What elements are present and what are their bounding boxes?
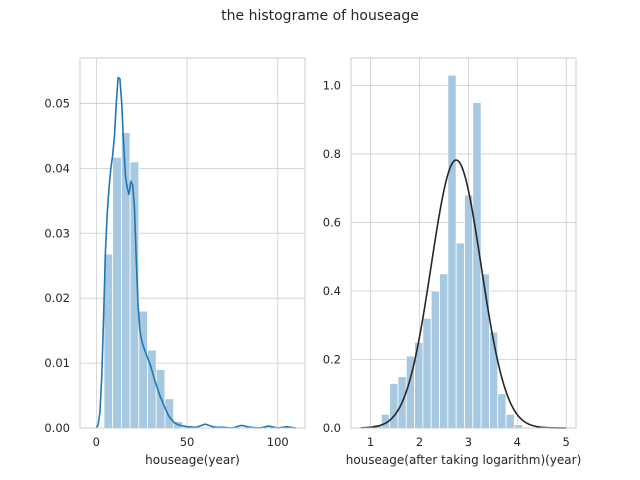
x-tick-label: 1 xyxy=(367,435,374,449)
histogram-bar xyxy=(497,393,507,429)
y-tick-label: 0.8 xyxy=(323,147,341,161)
y-tick-label: 0.01 xyxy=(44,356,70,370)
normal-fit-curve xyxy=(360,159,567,429)
y-tick-label: 0.00 xyxy=(44,421,70,435)
figure-title: the histograme of houseage xyxy=(221,8,419,24)
y-tick-label: 0.4 xyxy=(323,284,341,298)
histogram-bar xyxy=(164,398,175,429)
x-axis-label: houseage(year) xyxy=(145,453,240,467)
right-histogram-panel: 0.0 0.2 0.4 0.6 0.8 1.0 1 2 3 4 5 houseage(after ta… xyxy=(323,57,582,467)
axes-frame xyxy=(350,57,577,429)
left-histogram-panel: 0.00 0.01 0.02 0.03 0.04 0.05 0 50 100 houseage(y… xyxy=(44,57,306,467)
histogram-bar xyxy=(513,424,524,429)
x-tick-label: 3 xyxy=(465,435,472,449)
y-tick-label: 0.02 xyxy=(44,291,70,305)
histogram-bar xyxy=(505,413,515,429)
x-tick-label: 4 xyxy=(514,435,521,449)
x-tick-label: 50 xyxy=(180,435,195,449)
histogram-bar xyxy=(112,156,122,429)
y-tick-label: 0.05 xyxy=(44,96,70,110)
histogram-bar xyxy=(430,290,440,429)
x-tick-label: 2 xyxy=(416,435,423,449)
x-tick-label: 5 xyxy=(563,435,570,449)
histogram-bar xyxy=(489,331,499,429)
y-tick-label: 0.6 xyxy=(323,215,341,229)
y-tick-label: 1.0 xyxy=(323,78,341,92)
histogram-bar xyxy=(455,242,465,429)
histogram-bar xyxy=(389,383,399,429)
histogram-bar xyxy=(447,74,457,429)
y-tick-label: 0.0 xyxy=(323,421,341,435)
x-tick-label: 0 xyxy=(93,435,100,449)
y-tick-label: 0.03 xyxy=(44,226,70,240)
axes-frame xyxy=(79,57,306,429)
histogram-bar xyxy=(472,102,482,429)
histogram-bar xyxy=(464,194,474,429)
y-tick-label: 0.2 xyxy=(323,352,341,366)
histogram-bar xyxy=(422,317,432,429)
x-tick-label: 100 xyxy=(267,435,289,449)
x-axis-label: houseage(after taking logarithm)(year) xyxy=(346,453,582,467)
y-tick-label: 0.04 xyxy=(44,161,70,175)
kde-curve xyxy=(95,76,297,429)
histogram-bar xyxy=(439,273,449,429)
